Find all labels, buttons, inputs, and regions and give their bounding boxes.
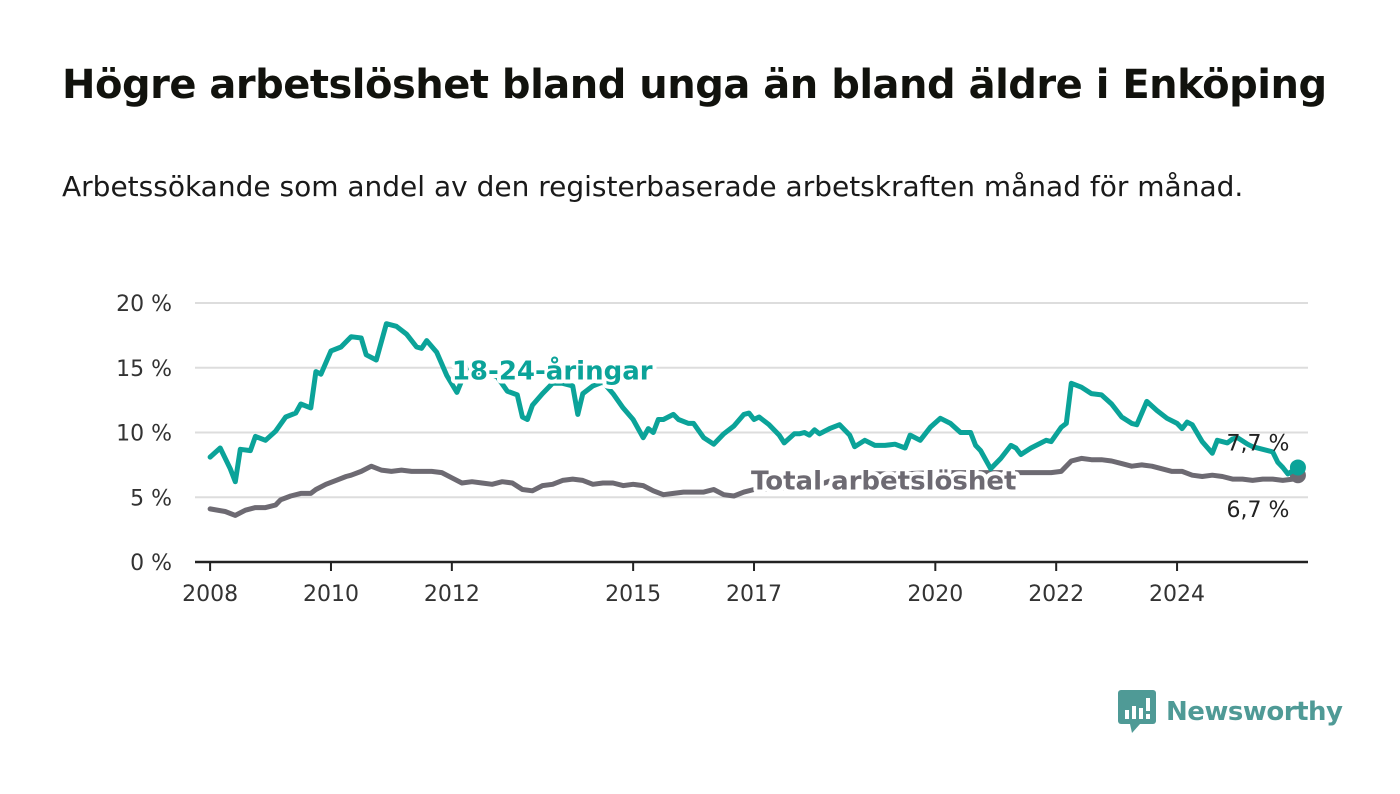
- chart-title: Högre arbetslöshet bland unga än bland ä…: [62, 62, 1327, 108]
- y-tick-label: 10 %: [116, 422, 172, 447]
- x-tick-label: 2008: [182, 582, 238, 607]
- series-label-total: Total arbetslöshet: [751, 466, 1016, 496]
- brand-name: Newsworthy: [1166, 697, 1343, 727]
- end-value-label-total: 6,7 %: [1227, 498, 1290, 523]
- series-line-total: [207, 455, 1301, 518]
- x-axis-ticks: 2008 2010 2012 2015 2017 2020 2022 2024: [182, 560, 1308, 607]
- x-tick-label: 2022: [1028, 582, 1084, 607]
- y-axis-ticks: 0 % 5 % 10 % 15 % 20 %: [116, 292, 172, 576]
- end-value-label-youth: 7,7 %: [1227, 431, 1290, 456]
- newsworthy-logo-icon: [1118, 690, 1156, 733]
- y-tick-label: 5 %: [130, 486, 172, 511]
- x-tick-label: 2012: [424, 582, 480, 607]
- series-lines: [207, 321, 1306, 518]
- x-tick-label: 2010: [303, 582, 359, 607]
- y-tick-label: 20 %: [116, 292, 172, 317]
- gridlines: [195, 302, 1308, 499]
- newsworthy-brand[interactable]: Newsworthy: [1118, 690, 1343, 734]
- y-tick-label: 15 %: [116, 357, 172, 382]
- series-label-youth: 18-24-åringar: [452, 354, 653, 386]
- x-tick-label: 2015: [605, 582, 661, 607]
- series-labels: 6,7 % 7,7 % 18-24-åringar Total arbetslöshe…: [448, 350, 1290, 523]
- series-endpoint-youth: [1289, 459, 1306, 476]
- x-tick-label: 2020: [907, 582, 963, 607]
- series-line-youth: [207, 321, 1301, 485]
- x-tick-label: 2017: [726, 582, 782, 607]
- y-tick-label: 0 %: [130, 551, 172, 576]
- x-tick-label: 2024: [1149, 582, 1205, 607]
- chart-subtitle: Arbetssökande som andel av den registerb…: [62, 170, 1244, 203]
